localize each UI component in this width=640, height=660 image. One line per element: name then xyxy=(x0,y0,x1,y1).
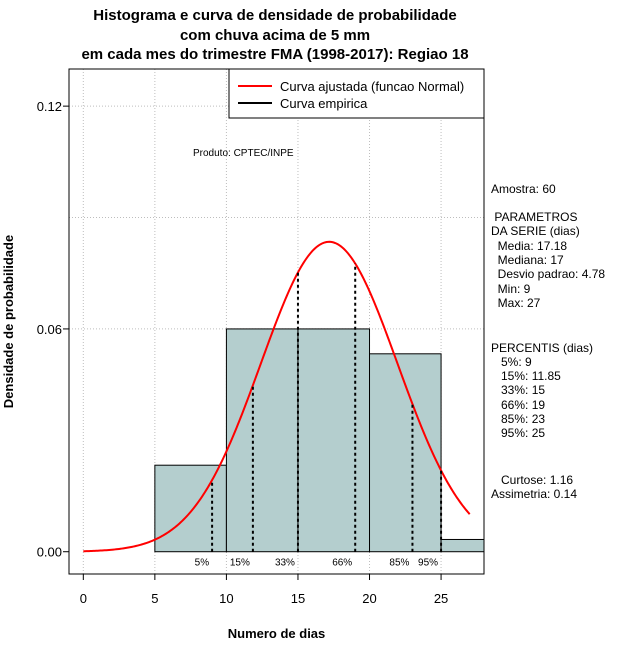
percentile-label: 95% xyxy=(418,558,438,569)
percentile-label: 5% xyxy=(195,558,210,569)
percentile-5: 5%: 9 xyxy=(491,355,532,369)
percentile-85: 85%: 23 xyxy=(491,412,546,426)
x-tick-label: 15 xyxy=(291,591,305,606)
percentiles-title: PERCENTIS (dias) xyxy=(491,341,594,355)
histogram-bar xyxy=(440,538,484,553)
y-tick-label: 0.12 xyxy=(37,99,62,114)
product-annotation: Produto: CPTEC/INPE xyxy=(193,148,294,159)
histogram-bar xyxy=(297,328,371,553)
legend-label: Curva empirica xyxy=(280,96,368,111)
sample-size: Amostra: 60 xyxy=(491,182,556,196)
param-mean: Media: 17.18 xyxy=(491,239,568,253)
percentile-label: 85% xyxy=(389,558,409,569)
y-axis-label: Densidade de probabilidade xyxy=(1,235,16,408)
y-tick-label: 0.06 xyxy=(37,322,62,337)
x-tick-label: 20 xyxy=(362,591,376,606)
x-tick-label: 5 xyxy=(151,591,158,606)
chart-title-line1: Histograma e curva de densidade de proba… xyxy=(93,7,457,24)
percentile-label: 15% xyxy=(230,558,250,569)
param-max: Max: 27 xyxy=(491,296,541,310)
histogram-bar xyxy=(154,464,227,553)
x-tick-label: 0 xyxy=(80,591,87,606)
param-min: Min: 9 xyxy=(491,282,531,296)
kurtosis: Curtose: 1.16 xyxy=(491,473,574,487)
param-median: Mediana: 17 xyxy=(491,253,564,267)
percentile-95: 95%: 25 xyxy=(491,426,546,440)
x-tick-label: 25 xyxy=(434,591,448,606)
percentile-15: 15%: 11.85 xyxy=(491,369,561,383)
chart-title-line2: com chuva acima de 5 mm xyxy=(179,27,371,44)
percentile-33: 33%: 15 xyxy=(491,383,546,397)
parameters-title: PARAMETROS xyxy=(491,210,578,224)
x-axis-label: Numero de dias xyxy=(228,626,326,641)
legend-label: Curva ajustada (funcao Normal) xyxy=(280,79,464,94)
y-tick-label: 0.00 xyxy=(37,545,62,560)
legend-box xyxy=(228,68,485,119)
normal-fit-curve xyxy=(83,240,471,553)
param-sd: Desvio padrao: 4.78 xyxy=(491,267,606,281)
skewness: Assimetria: 0.14 xyxy=(491,487,578,501)
percentile-label: 33% xyxy=(275,558,295,569)
percentile-label: 66% xyxy=(332,558,352,569)
chart-title-line3: em cada mes do trimestre FMA (1998-2017)… xyxy=(81,46,469,63)
x-tick-label: 10 xyxy=(219,591,233,606)
percentile-66: 66%: 19 xyxy=(491,398,546,412)
parameters-subtitle: DA SERIE (dias) xyxy=(491,224,580,238)
